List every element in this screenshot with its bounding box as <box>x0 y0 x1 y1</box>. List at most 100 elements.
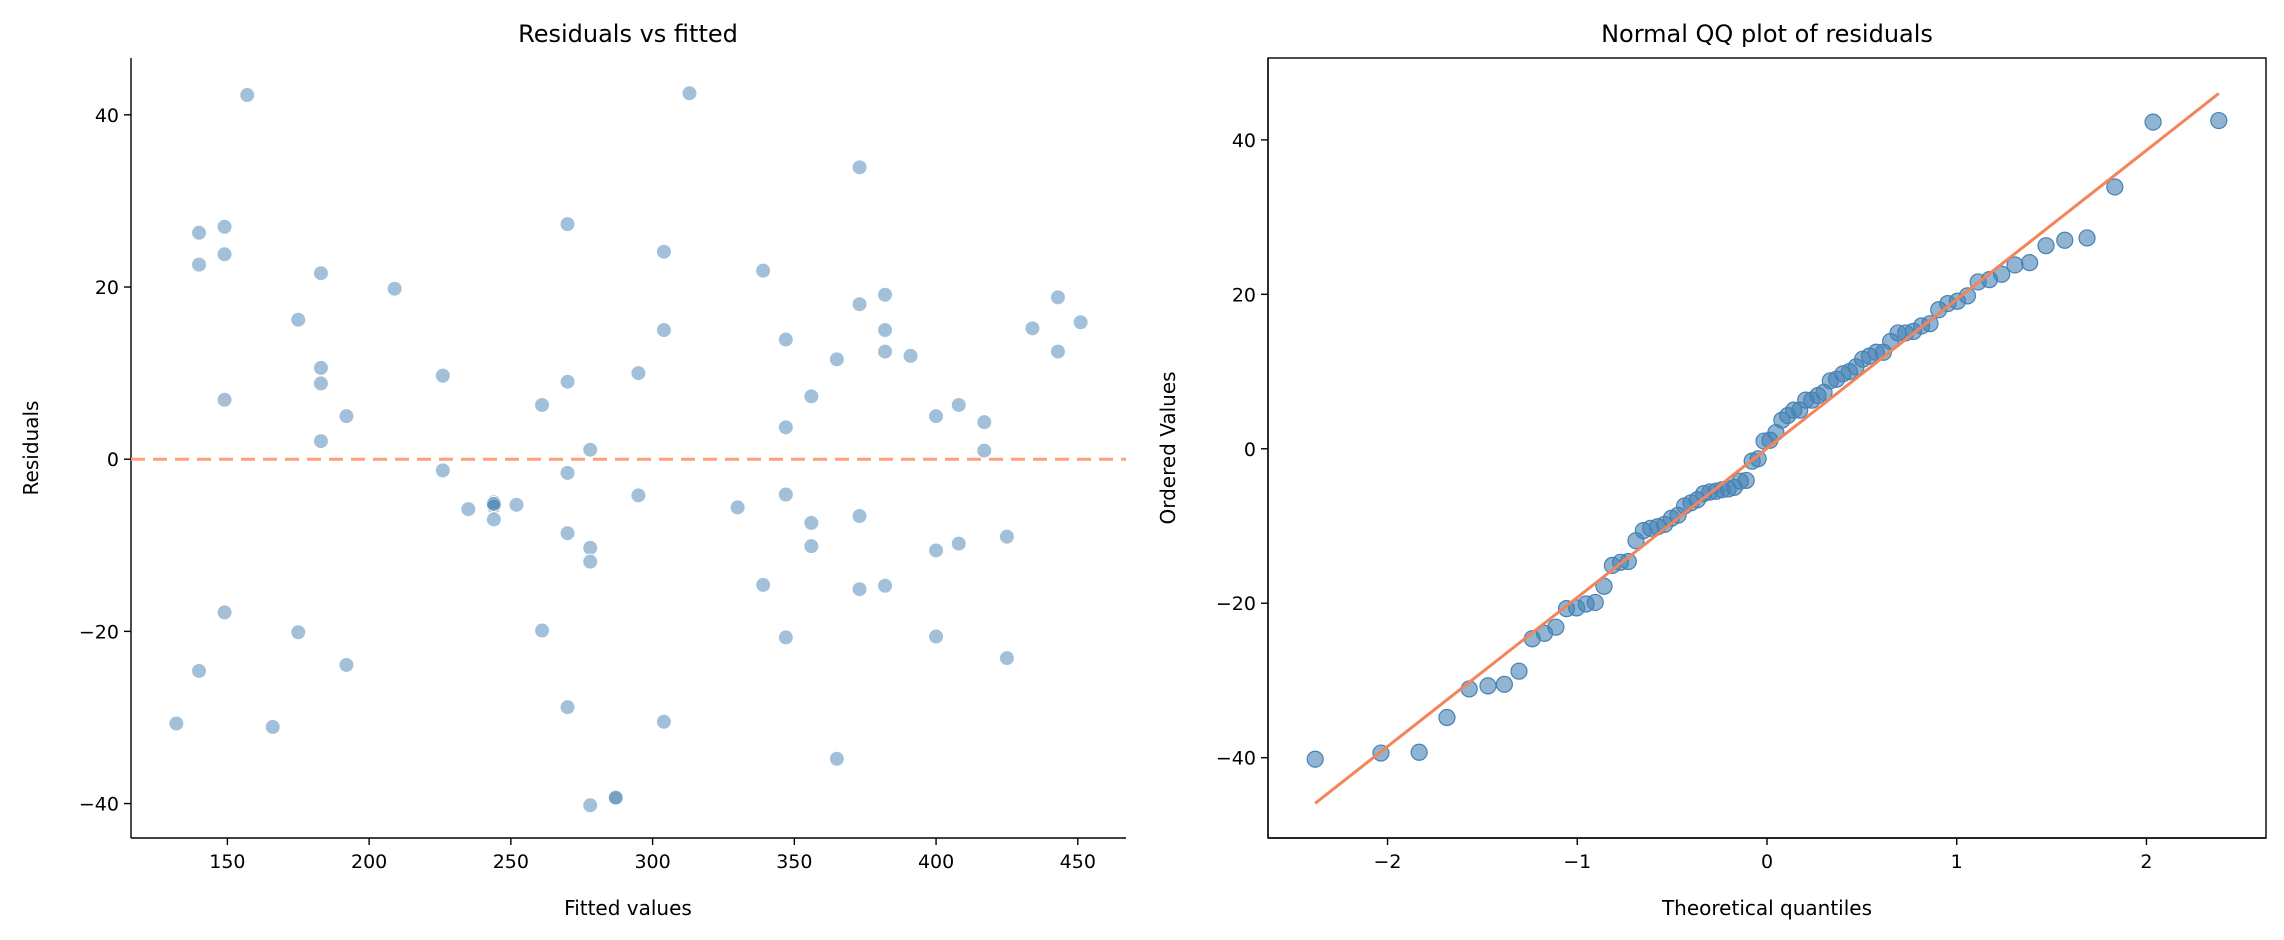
data-point <box>582 539 599 556</box>
x-tick-label: 1 <box>1951 851 1963 873</box>
qq-point <box>2078 229 2096 247</box>
data-point <box>386 280 403 297</box>
x-tick-label: 0 <box>1761 851 1773 873</box>
y-tick: −20 <box>1216 593 1268 615</box>
y-tick: 20 <box>1232 284 1268 306</box>
y-tick-label: 20 <box>95 277 119 299</box>
data-point <box>902 347 919 364</box>
x-tick: −1 <box>1563 838 1591 873</box>
qq-point <box>1410 743 1428 761</box>
data-point <box>290 311 307 328</box>
residuals-vs-fitted-plot: Residuals vs fitted Fitted values Residu… <box>19 20 1126 920</box>
data-point <box>434 367 451 384</box>
qq-point <box>2144 113 2162 131</box>
data-point <box>168 715 185 732</box>
data-point <box>312 265 329 282</box>
plot-title: Residuals vs fitted <box>518 20 738 48</box>
x-tick: 0 <box>1761 838 1773 873</box>
data-point <box>998 528 1015 545</box>
x-tick: 2 <box>2140 838 2153 873</box>
x-tick-label: 450 <box>1060 851 1096 873</box>
data-point <box>877 286 894 303</box>
data-point <box>216 604 233 621</box>
data-point <box>655 322 672 339</box>
data-point <box>559 525 576 542</box>
qq-point <box>1438 708 1456 727</box>
data-point <box>1024 320 1041 337</box>
data-point <box>803 388 820 405</box>
y-tick: 20 <box>95 277 131 299</box>
qq-point <box>1993 265 2011 283</box>
data-point <box>485 511 502 528</box>
y-tick-label: 20 <box>1232 284 1256 306</box>
data-point <box>338 408 355 425</box>
qq-point <box>1921 315 1939 333</box>
data-point <box>828 351 845 368</box>
y-tick-label: 0 <box>107 449 119 471</box>
data-point <box>559 216 576 233</box>
y-tick: −20 <box>79 621 131 643</box>
y-tick-label: 40 <box>1232 130 1256 152</box>
qq-point <box>1749 450 1767 468</box>
data-point <box>928 408 945 425</box>
data-point <box>729 499 746 516</box>
data-point <box>950 535 967 552</box>
data-point <box>559 699 576 716</box>
data-point <box>950 396 967 413</box>
data-point <box>851 508 868 525</box>
y-tick-label: 0 <box>1244 439 1256 461</box>
y-tick-label: −20 <box>79 621 119 643</box>
data-point <box>534 622 551 639</box>
data-point <box>777 419 794 436</box>
qq-fit-line <box>1314 92 2220 805</box>
data-point <box>290 624 307 641</box>
data-point <box>582 797 599 814</box>
data-point <box>655 713 672 730</box>
qq-point <box>1306 750 1324 768</box>
data-point <box>607 789 624 806</box>
data-point <box>681 85 698 102</box>
y-tick-label: −40 <box>1216 748 1256 770</box>
data-point <box>534 396 551 413</box>
data-point <box>216 218 233 235</box>
qq-point <box>2106 178 2124 196</box>
x-tick: 1 <box>1951 838 1963 873</box>
data-point <box>312 433 329 450</box>
x-tick: 150 <box>209 838 246 873</box>
data-point <box>559 373 576 390</box>
qq-point <box>1495 675 1513 693</box>
x-tick-label: 2 <box>2140 851 2152 873</box>
qq-point <box>1547 618 1565 636</box>
data-point <box>264 718 281 735</box>
data-point <box>877 322 894 339</box>
data-point <box>485 495 502 512</box>
data-point <box>851 159 868 176</box>
x-tick: 250 <box>493 838 529 873</box>
y-tick: −40 <box>1216 748 1268 770</box>
x-axis-label: Theoretical quantiles <box>1661 896 1872 920</box>
data-point <box>928 542 945 559</box>
data-point <box>777 331 794 348</box>
data-point <box>851 581 868 598</box>
data-point <box>976 414 993 431</box>
y-tick: 0 <box>1244 439 1268 461</box>
x-tick: 450 <box>1060 838 1096 873</box>
data-point <box>851 296 868 313</box>
data-point <box>803 514 820 531</box>
y-tick-label: 40 <box>95 105 119 127</box>
data-point <box>460 501 477 518</box>
qq-point <box>1586 593 1604 612</box>
data-point <box>191 256 208 273</box>
data-point <box>655 243 672 260</box>
data-point <box>338 656 355 673</box>
y-tick-label: −20 <box>1216 593 1256 615</box>
data-point <box>1049 289 1066 306</box>
qq-plot: Normal QQ plot of residuals Theoretical … <box>1156 20 2267 920</box>
data-point <box>508 496 525 513</box>
data-point <box>1049 343 1066 360</box>
data-point <box>755 262 772 279</box>
data-point <box>191 662 208 679</box>
data-point <box>877 343 894 360</box>
data-point <box>828 750 845 767</box>
x-tick: −2 <box>1374 838 1402 873</box>
